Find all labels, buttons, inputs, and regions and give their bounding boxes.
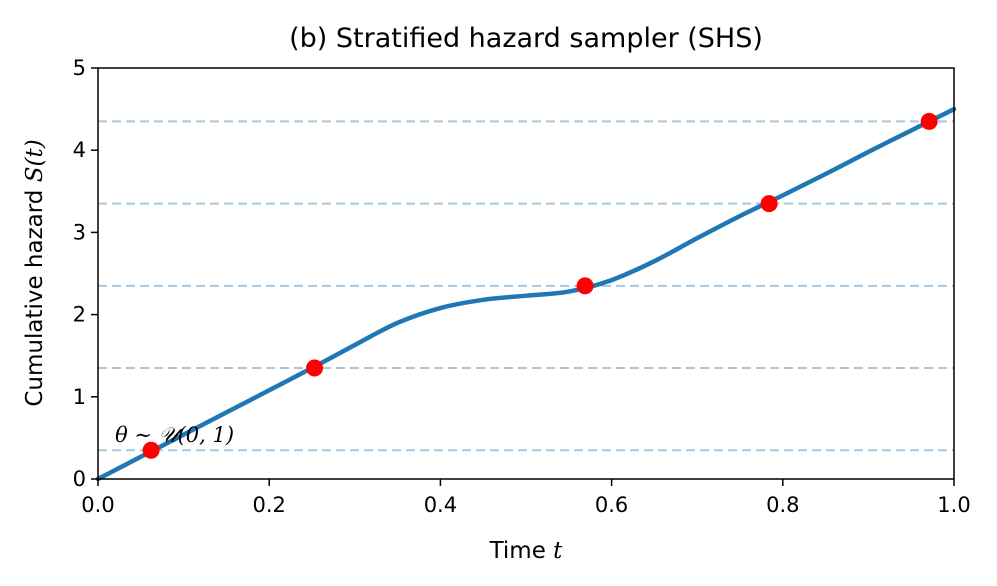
y-tick-label: 3 — [73, 220, 86, 244]
plot-frame — [97, 67, 955, 480]
x-tick-label: 0.8 — [766, 493, 799, 517]
series-layer — [95, 106, 957, 482]
sample-point — [760, 195, 778, 213]
y-tick-label: 0 — [73, 467, 86, 491]
y-axis-label-var: S(t) — [22, 139, 48, 182]
sample-point — [142, 441, 160, 459]
theta-annotation: θ ∼ 𝒰(0, 1) — [115, 423, 234, 447]
sample-point — [920, 112, 938, 130]
x-axis-label-var: t — [553, 538, 563, 564]
sample-point — [306, 359, 324, 377]
sample-points — [142, 112, 938, 459]
y-tick-label: 4 — [73, 138, 86, 162]
x-axis-ticks: 0.0 0.2 0.4 0.6 0.8 1.0 — [81, 479, 971, 517]
chart-title: (b) Stratified hazard sampler (SHS) — [289, 23, 763, 54]
x-tick-label: 1.0 — [937, 493, 970, 517]
y-axis-ticks: 0 1 2 3 4 5 — [73, 56, 98, 491]
x-axis-label: Time t — [489, 538, 564, 564]
y-axis-label: Cumulative hazard S(t) — [22, 139, 48, 406]
x-tick-label: 0.6 — [595, 493, 628, 517]
y-tick-label: 2 — [73, 303, 86, 327]
y-tick-label: 1 — [73, 385, 86, 409]
x-tick-label: 0.2 — [252, 493, 285, 517]
x-tick-label: 0.0 — [81, 493, 114, 517]
x-tick-label: 0.4 — [424, 493, 457, 517]
y-tick-label: 5 — [73, 56, 86, 80]
threshold-lines — [98, 120, 954, 452]
x-axis-label-text: Time — [489, 538, 554, 564]
cumulative-hazard-line — [95, 106, 957, 482]
y-axis-label-text: Cumulative hazard — [22, 182, 48, 406]
sample-point — [576, 277, 594, 295]
